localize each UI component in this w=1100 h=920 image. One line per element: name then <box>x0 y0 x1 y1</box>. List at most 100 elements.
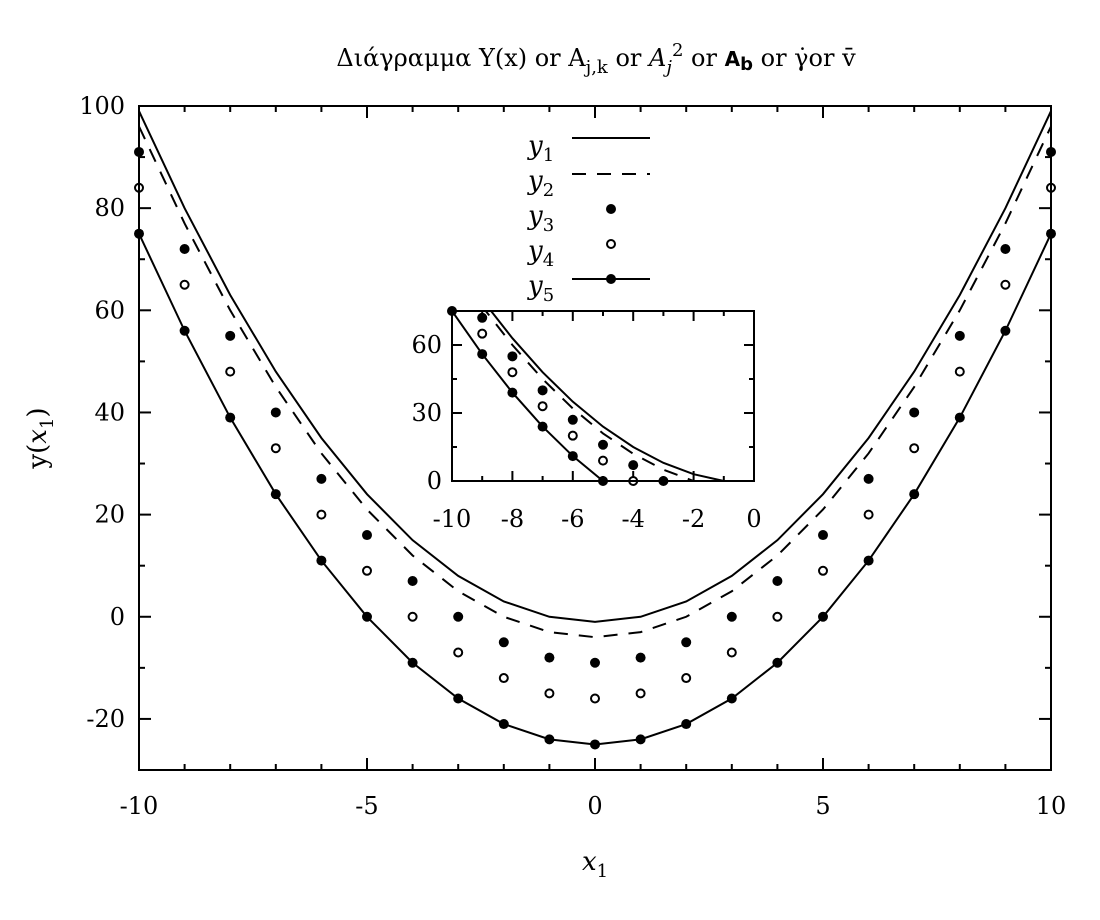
point-y4 <box>772 611 783 622</box>
main-plot-frame <box>138 105 1052 771</box>
y-axis-title-pre: y( <box>23 444 53 470</box>
x-tick-label: -4 <box>622 505 645 533</box>
point-y4 <box>225 366 236 377</box>
point-y4 <box>598 455 608 466</box>
point-y4 <box>909 443 920 454</box>
series-line-y2 <box>139 126 1051 639</box>
point-y4 <box>507 367 518 378</box>
title-or1: or <box>608 44 649 72</box>
title-sub1: j,k <box>584 57 609 78</box>
y-tick-label: 20 <box>94 501 125 529</box>
point-y4 <box>590 693 600 704</box>
point-y4 <box>407 611 418 622</box>
point-y5 <box>407 657 418 668</box>
y-tick-label: 60 <box>94 296 125 324</box>
point-y5 <box>909 489 920 500</box>
point-y5 <box>362 611 372 622</box>
inset-points-group <box>447 306 669 486</box>
point-y3 <box>567 414 578 425</box>
point-y5 <box>270 489 281 500</box>
legend-label-y2: y2 <box>527 166 554 201</box>
point-y4 <box>179 279 190 290</box>
title-or2: or <box>683 44 724 72</box>
point-y4 <box>498 673 509 684</box>
point-y4 <box>537 401 548 412</box>
inset-plot-frame <box>451 310 755 482</box>
point-y3 <box>863 473 874 484</box>
legend-label-y4: y4 <box>527 236 554 271</box>
point-y3 <box>818 530 828 541</box>
x-tick-label: -10 <box>433 505 472 533</box>
x-tick-label: -2 <box>682 505 705 533</box>
y-axis-title-sub: 1 <box>37 418 58 429</box>
x-axis-title-base: x <box>582 847 597 877</box>
series-line-y1 <box>139 110 1051 623</box>
legend-swatch-y4 <box>606 239 616 249</box>
point-y5 <box>537 421 548 432</box>
point-y5 <box>772 657 783 668</box>
point-y4 <box>544 688 555 699</box>
point-y4 <box>362 565 372 576</box>
title-prefix: Διάγραμμα Y(x) or A <box>336 44 586 72</box>
series-line-y5 <box>452 311 604 481</box>
x-tick-label: -8 <box>501 505 524 533</box>
point-y3 <box>681 637 692 648</box>
y-axis-title: y(x1) <box>23 407 58 469</box>
inset-series-group <box>452 311 725 481</box>
title-gamma-dot: γ̇ <box>794 44 808 72</box>
point-y5 <box>544 734 555 745</box>
point-y3 <box>477 312 488 323</box>
point-y3 <box>270 407 281 418</box>
inset-background <box>452 311 754 481</box>
point-y3 <box>498 637 509 648</box>
point-y3 <box>407 576 418 587</box>
series-line-y2 <box>484 311 724 481</box>
legend-label-y1: y1 <box>527 131 554 166</box>
title-bold-sub: b <box>740 54 753 75</box>
x-tick-label: -6 <box>561 505 584 533</box>
point-y5 <box>1000 325 1011 336</box>
point-y4 <box>316 509 327 520</box>
point-y3 <box>628 460 639 471</box>
point-y4 <box>270 443 281 454</box>
point-y3 <box>772 576 783 587</box>
point-y5 <box>863 555 874 566</box>
point-y3 <box>954 330 965 341</box>
point-y4 <box>1000 279 1011 290</box>
point-y4 <box>863 509 874 520</box>
title-bold-a: A <box>725 47 741 71</box>
point-y4 <box>567 430 578 441</box>
point-y5 <box>590 739 600 750</box>
y-axis-title-post: ) <box>23 407 53 417</box>
x-tick-label: 0 <box>746 505 761 533</box>
chart-title: Διάγραμμα Y(x) or Aj,k or Aj2 or Ab or γ… <box>336 40 856 78</box>
point-y3 <box>909 407 920 418</box>
point-y3 <box>507 351 518 362</box>
x-tick-label: -10 <box>120 792 159 820</box>
legend-label-y5: y5 <box>527 271 554 306</box>
x-tick-label: 10 <box>1036 792 1067 820</box>
point-y5 <box>225 412 236 423</box>
point-y3 <box>590 657 600 668</box>
x-tick-label: 5 <box>815 792 830 820</box>
point-y4 <box>818 565 828 576</box>
x-tick-label: -5 <box>355 792 378 820</box>
main-points-group <box>134 146 1056 750</box>
point-y5 <box>179 325 190 336</box>
point-y3 <box>726 611 737 622</box>
y-tick-label: 0 <box>427 467 442 495</box>
point-y5 <box>567 451 578 462</box>
point-y5 <box>453 693 464 704</box>
point-y5 <box>507 387 518 398</box>
point-y5 <box>635 734 646 745</box>
point-y4 <box>726 647 737 658</box>
y-tick-label: 40 <box>94 398 125 426</box>
inset-tick-labels: -10 -8 -6 -4 -2 0 0 30 60 <box>411 331 761 533</box>
point-y5 <box>818 611 828 622</box>
point-y5 <box>954 412 965 423</box>
point-y3 <box>1000 244 1011 255</box>
legend-swatch-y3 <box>606 204 616 214</box>
point-y5 <box>681 719 692 730</box>
